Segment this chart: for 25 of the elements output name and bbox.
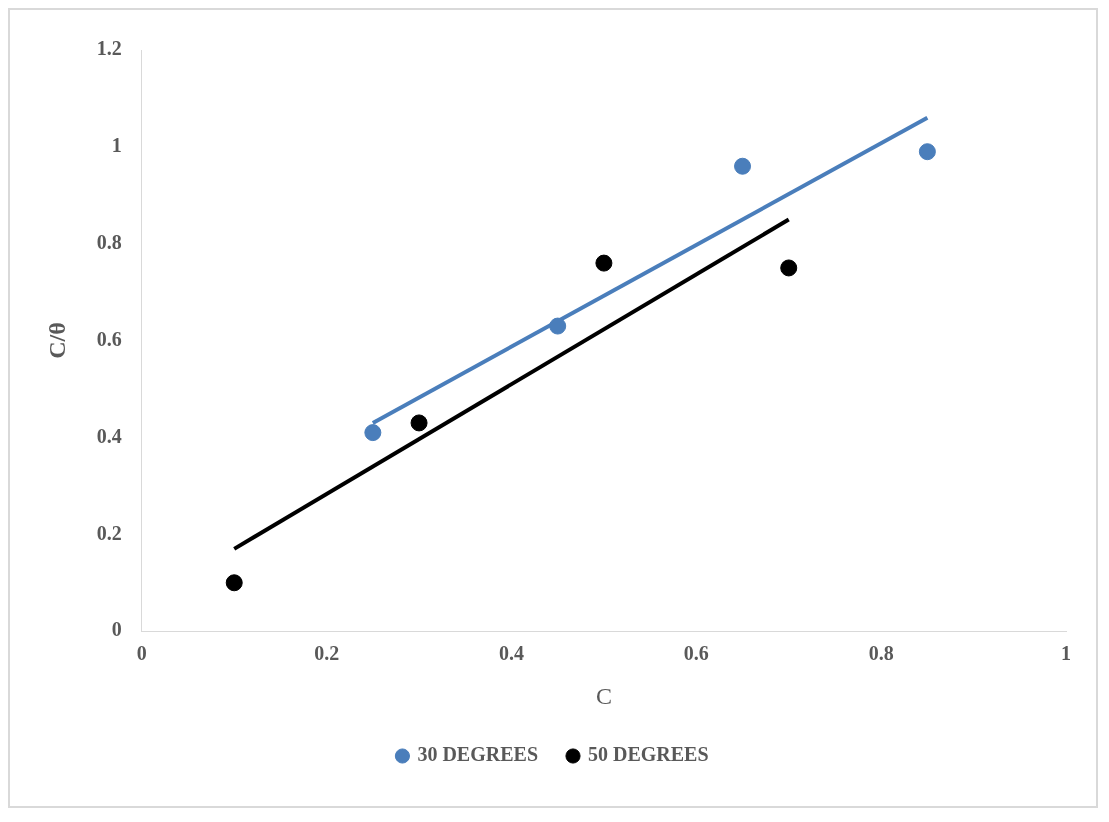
- y-tick-label: 1.2: [96, 37, 122, 60]
- point: [780, 259, 798, 277]
- x-tick-label: 0.6: [683, 642, 709, 665]
- point: [410, 414, 428, 432]
- point: [918, 143, 936, 161]
- point: [595, 254, 613, 272]
- y-tick-label: 0.2: [96, 521, 122, 544]
- point: [734, 157, 752, 175]
- y-axis-title: C/θ: [43, 322, 70, 359]
- y-tick-label: 0.4: [96, 424, 122, 447]
- point: [225, 574, 243, 592]
- point: [364, 424, 382, 442]
- y-tick-label: 0.8: [96, 230, 122, 253]
- y-tick-label: 0.6: [96, 327, 122, 350]
- point: [549, 317, 567, 335]
- x-tick-label: 0.8: [868, 642, 894, 665]
- x-tick-label: 0.2: [314, 642, 340, 665]
- y-tick-label: 0: [111, 618, 122, 641]
- legend-label: 50 DEGREES: [588, 743, 709, 766]
- x-tick-label: 0: [136, 642, 147, 665]
- x-axis-title: C: [595, 682, 612, 709]
- x-tick-label: 0.4: [498, 642, 524, 665]
- x-tick-label: 1: [1061, 642, 1071, 665]
- y-tick-label: 1: [111, 134, 122, 157]
- legend-label: 30 DEGREES: [417, 743, 539, 766]
